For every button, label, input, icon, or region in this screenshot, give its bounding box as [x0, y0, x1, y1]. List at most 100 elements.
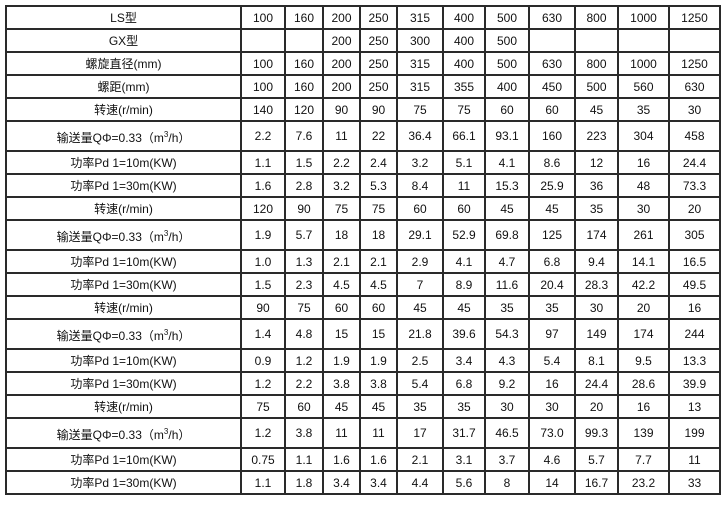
table-cell: 315 — [396, 74, 444, 99]
table-cell: 1250 — [668, 5, 721, 30]
table-cell: 8 — [484, 470, 530, 495]
table-cell: 46.5 — [484, 417, 530, 449]
table-cell — [617, 28, 670, 53]
table-cell: 11.6 — [484, 272, 530, 297]
table-cell: 0.9 — [240, 348, 286, 373]
table-cell: 1.6 — [359, 447, 398, 472]
table-cell: 60 — [484, 97, 530, 122]
table-cell: 35 — [617, 97, 670, 122]
table-cell — [574, 28, 619, 53]
table-cell: 4.5 — [322, 272, 361, 297]
table-cell: 42.2 — [617, 272, 670, 297]
table-cell: 3.4 — [442, 348, 486, 373]
table-cell: 250 — [359, 51, 398, 76]
table-cell: 3.8 — [359, 371, 398, 396]
table-row: 输送量QΦ=0.33（m3/h） 1.9 5.7 18 18 29.1 52.9 69.8 12… — [5, 219, 721, 251]
table-cell: 2.5 — [396, 348, 444, 373]
row-label-text: 螺距(mm) — [97, 79, 150, 94]
unit-superscript: 3 — [163, 426, 169, 436]
table-cell: 160 — [284, 51, 324, 76]
table-cell: 2.1 — [359, 249, 398, 274]
table-cell: 4.8 — [284, 318, 324, 350]
table-cell: 3.7 — [484, 447, 530, 472]
table-row: 功率Pd 1=10m(KW) 1.0 1.3 2.1 2.1 2.9 4.1 4.7 6.8 9.… — [5, 249, 721, 274]
row-label: 功率Pd 1=30m(KW) — [5, 173, 242, 198]
table-cell: 6.8 — [528, 249, 576, 274]
table-cell: 400 — [442, 28, 486, 53]
table-cell: 45 — [322, 394, 361, 419]
row-label-text: 转速(r/min) — [94, 399, 153, 414]
table-cell: 1.1 — [284, 447, 324, 472]
table-cell: 4.1 — [442, 249, 486, 274]
row-label-text: 输送量QΦ=0.33（m — [56, 427, 164, 442]
table-cell: 20 — [617, 295, 670, 320]
table-cell: 1.5 — [284, 150, 324, 175]
table-row: 功率Pd 1=30m(KW) 1.2 2.2 3.8 3.8 5.4 6.8 9.2 16 24.… — [5, 371, 721, 396]
table-cell: 1.8 — [284, 470, 324, 495]
table-row: 转速(r/min) 120 90 75 75 60 60 45 45 35 30 20 — [5, 196, 721, 221]
row-label-suffix: /h） — [168, 130, 191, 145]
row-label: 转速(r/min) — [5, 394, 242, 419]
table-cell: 20 — [574, 394, 619, 419]
table-cell: 1.6 — [240, 173, 286, 198]
table-cell: 13.3 — [668, 348, 721, 373]
table-cell: 66.1 — [442, 120, 486, 152]
table-cell: 2.4 — [359, 150, 398, 175]
table-row: 功率Pd 1=30m(KW) 1.5 2.3 4.5 4.5 7 8.9 11.6 20.4 28… — [5, 272, 721, 297]
table-cell: 5.4 — [396, 371, 444, 396]
table-cell: 35 — [528, 295, 576, 320]
table-cell: 30 — [617, 196, 670, 221]
table-cell: 75 — [442, 97, 486, 122]
table-cell: 139 — [617, 417, 670, 449]
table-cell: 630 — [528, 51, 576, 76]
row-label: 功率Pd 1=30m(KW) — [5, 470, 242, 495]
table-cell: 100 — [240, 5, 286, 30]
table-cell: 14 — [528, 470, 576, 495]
table-cell: 7 — [396, 272, 444, 297]
table-cell: 4.6 — [528, 447, 576, 472]
table-cell: 800 — [574, 51, 619, 76]
table-cell: 200 — [322, 5, 361, 30]
table-cell — [284, 28, 324, 53]
table-cell: 3.8 — [322, 371, 361, 396]
table-cell: 35 — [396, 394, 444, 419]
table-cell: 160 — [284, 74, 324, 99]
table-cell: 20.4 — [528, 272, 576, 297]
table-row: 转速(r/min) 75 60 45 45 35 35 30 30 20 16 13 — [5, 394, 721, 419]
table-cell: 2.2 — [284, 371, 324, 396]
table-cell: 18 — [322, 219, 361, 251]
row-label: 转速(r/min) — [5, 196, 242, 221]
table-cell: 75 — [240, 394, 286, 419]
table-cell: 1.2 — [284, 348, 324, 373]
row-label: 螺旋直径(mm) — [5, 51, 242, 76]
row-label-text: 输送量QΦ=0.33（m — [56, 229, 164, 244]
table-row: GX型 200 250 300 400 500 — [5, 28, 721, 53]
table-cell: 20 — [668, 196, 721, 221]
table-cell: 22 — [359, 120, 398, 152]
table-cell: 2.8 — [284, 173, 324, 198]
table-cell: 3.2 — [322, 173, 361, 198]
table-cell: 400 — [442, 51, 486, 76]
table-cell: 174 — [617, 318, 670, 350]
table-cell: 8.4 — [396, 173, 444, 198]
table-cell: 5.6 — [442, 470, 486, 495]
table-row: 转速(r/min) 90 75 60 60 45 45 35 35 30 20 16 — [5, 295, 721, 320]
table-cell: 3.2 — [396, 150, 444, 175]
row-label-suffix: /h） — [168, 229, 191, 244]
table-cell: 60 — [528, 97, 576, 122]
table-cell: 6.8 — [442, 371, 486, 396]
table-cell: 630 — [668, 74, 721, 99]
unit-superscript: 3 — [163, 228, 169, 238]
table-cell: 200 — [322, 28, 361, 53]
table-cell: 1.1 — [240, 470, 286, 495]
table-cell: 16 — [668, 295, 721, 320]
row-label-text: 功率Pd 1=10m(KW) — [70, 452, 177, 467]
table-row: 转速(r/min) 140 120 90 90 75 75 60 60 45 35 30 — [5, 97, 721, 122]
table-cell: 45 — [442, 295, 486, 320]
table-cell: 3.1 — [442, 447, 486, 472]
table-cell: 200 — [322, 74, 361, 99]
row-label: GX型 — [5, 28, 242, 53]
row-label: 功率Pd 1=10m(KW) — [5, 249, 242, 274]
table-cell: 458 — [668, 120, 721, 152]
table-cell: 30 — [484, 394, 530, 419]
